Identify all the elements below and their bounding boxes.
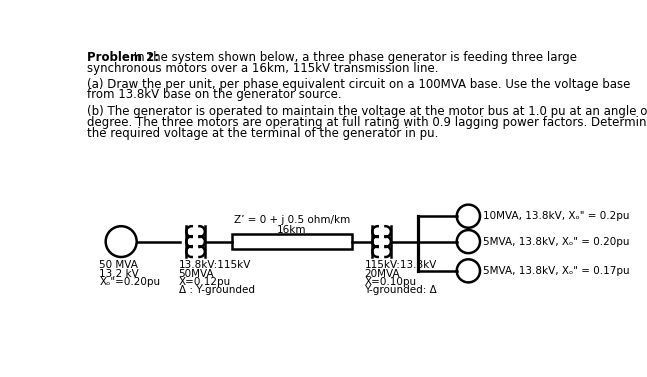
- Text: X=0.12pu: X=0.12pu: [179, 277, 231, 287]
- Text: 13.2 kV: 13.2 kV: [100, 268, 139, 279]
- Text: In the system shown below, a three phase generator is feeding three large: In the system shown below, a three phase…: [129, 51, 576, 64]
- Text: 50 MVA: 50 MVA: [100, 260, 138, 270]
- Text: 5MVA, 13.8kV, Xₒ" = 0.20pu: 5MVA, 13.8kV, Xₒ" = 0.20pu: [483, 237, 630, 247]
- Text: 10MVA, 13.8kV, Xₒ" = 0.2pu: 10MVA, 13.8kV, Xₒ" = 0.2pu: [483, 211, 630, 221]
- Text: 16km: 16km: [278, 225, 307, 234]
- Bar: [232, 234, 352, 249]
- Text: (b) The generator is operated to maintain the voltage at the motor bus at 1.0 pu: (b) The generator is operated to maintai…: [87, 105, 647, 118]
- Text: 5MVA, 13.8kV, Xₒ" = 0.17pu: 5MVA, 13.8kV, Xₒ" = 0.17pu: [483, 266, 630, 276]
- Text: Problem 2:: Problem 2:: [87, 51, 159, 64]
- Text: X=0.10pu: X=0.10pu: [364, 277, 417, 287]
- Text: 115kV:13.8kV: 115kV:13.8kV: [364, 260, 437, 270]
- Text: synchronous motors over a 16km, 115kV transmission line.: synchronous motors over a 16km, 115kV tr…: [87, 62, 439, 75]
- Text: (a) Draw the per unit, per phase equivalent circuit on a 100MVA base. Use the vo: (a) Draw the per unit, per phase equival…: [87, 78, 630, 90]
- Text: from 13.8kV base on the generator source.: from 13.8kV base on the generator source…: [87, 88, 342, 101]
- Text: Z’ = 0 + j 0.5 ohm/km: Z’ = 0 + j 0.5 ohm/km: [234, 215, 350, 225]
- Text: Δ : Y-grounded: Δ : Y-grounded: [179, 285, 254, 296]
- Text: 20MVA: 20MVA: [364, 268, 400, 279]
- Text: the required voltage at the terminal of the generator in pu.: the required voltage at the terminal of …: [87, 127, 439, 140]
- Text: 13.8kV:115kV: 13.8kV:115kV: [179, 260, 251, 270]
- Text: degree. The three motors are operating at full rating with 0.9 lagging power fac: degree. The three motors are operating a…: [87, 116, 647, 129]
- Text: Y-grounded: Δ: Y-grounded: Δ: [364, 285, 437, 296]
- Text: Xₒ"=0.20pu: Xₒ"=0.20pu: [100, 277, 160, 287]
- Text: 50MVA: 50MVA: [179, 268, 214, 279]
